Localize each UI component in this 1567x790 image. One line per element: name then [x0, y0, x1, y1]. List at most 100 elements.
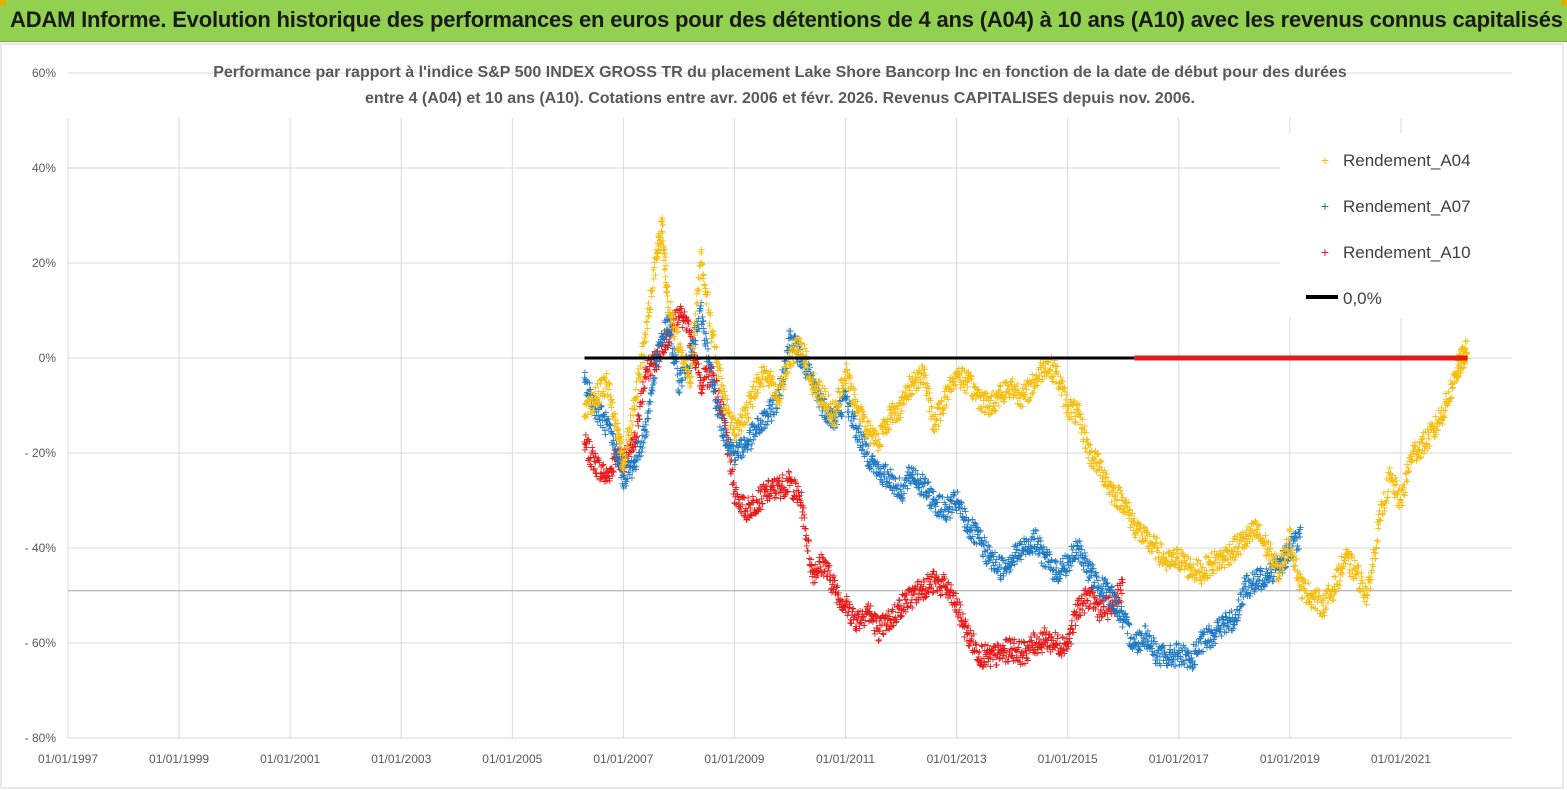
point-a07: + — [615, 448, 623, 459]
point-a07: + — [645, 399, 653, 410]
point-a04-value: + — [643, 330, 649, 341]
point-a10: + — [689, 335, 697, 346]
point-a10: + — [648, 371, 656, 382]
point-a10: + — [609, 466, 617, 477]
point-a07: + — [643, 427, 651, 438]
point-a10: + — [1003, 647, 1011, 658]
point-a10: + — [764, 475, 772, 486]
point-a10: + — [1037, 638, 1045, 649]
point-a10: + — [989, 654, 997, 665]
point-a10: + — [660, 326, 668, 337]
point-a10: + — [1095, 610, 1103, 621]
point-a10: + — [1045, 643, 1053, 654]
point-a10: + — [1102, 592, 1110, 603]
point-a04: + — [674, 327, 682, 338]
point-a10: + — [783, 476, 791, 487]
point-a07: + — [582, 376, 590, 387]
point-a10: + — [945, 588, 953, 599]
point-a10: + — [662, 345, 670, 356]
point-a10: + — [1102, 593, 1110, 604]
point-a10: + — [802, 531, 810, 542]
point-a10: + — [1084, 604, 1092, 615]
point-a10: + — [1070, 610, 1078, 621]
point-a10: + — [953, 594, 961, 605]
corner-handle-right — [1561, 0, 1567, 6]
point-a10: + — [607, 468, 615, 479]
point-a10: + — [777, 487, 785, 498]
point-a10: + — [983, 646, 991, 657]
point-a10: + — [880, 613, 888, 624]
point-a10: + — [777, 481, 785, 492]
point-a10: + — [639, 386, 647, 397]
point-a10: + — [738, 500, 746, 511]
point-a10: + — [827, 585, 835, 596]
point-a10: + — [807, 560, 815, 571]
point-a07: + — [615, 451, 623, 462]
point-a10: + — [1111, 608, 1119, 619]
point-a07: + — [597, 400, 605, 411]
point-a07-value: + — [1231, 615, 1237, 626]
point-a10: + — [967, 634, 975, 645]
point-a07: + — [606, 420, 614, 431]
point-a07-value: + — [1176, 649, 1182, 660]
point-a04: + — [651, 270, 659, 281]
point-a10: + — [1111, 606, 1119, 617]
point-a10: + — [1058, 651, 1066, 662]
point-a10: + — [1109, 605, 1117, 616]
point-a10: + — [820, 571, 828, 582]
point-a04-value: + — [1020, 392, 1026, 403]
point-a10: + — [583, 435, 591, 446]
y-tick-label: - 40% — [25, 541, 57, 555]
point-a07: + — [595, 403, 603, 414]
point-a07-value: + — [865, 449, 871, 460]
point-a07: + — [668, 350, 676, 361]
point-a10: + — [1010, 639, 1018, 650]
point-a10: + — [1076, 610, 1084, 621]
point-a10: + — [1046, 647, 1054, 658]
point-a10: + — [751, 507, 759, 518]
point-a10: + — [1024, 643, 1032, 654]
point-a10-value: + — [1087, 592, 1093, 603]
point-a10: + — [1064, 644, 1072, 655]
point-a10: + — [941, 583, 949, 594]
point-a07: + — [675, 388, 683, 399]
point-a07: + — [666, 324, 674, 335]
point-a10: + — [1090, 591, 1098, 602]
point-a10: + — [759, 481, 767, 492]
point-a10: + — [997, 646, 1005, 657]
point-a10-value: + — [1043, 634, 1049, 645]
point-a10: + — [1040, 623, 1048, 634]
point-a10: + — [951, 599, 959, 610]
point-a10: + — [795, 492, 803, 503]
point-a10-value: + — [831, 582, 837, 593]
chart-area[interactable]: 60% 40% 20% 0% - 20% - 40% - 60% - 80% 01/01/19… — [0, 43, 1567, 790]
point-a04: + — [663, 282, 671, 293]
point-a10: + — [861, 609, 869, 620]
point-a10: + — [1119, 578, 1127, 589]
point-a10: + — [700, 364, 708, 375]
point-a10: + — [608, 463, 616, 474]
point-a10: + — [970, 646, 978, 657]
point-a07: + — [636, 441, 644, 452]
point-a10: + — [917, 589, 925, 600]
point-a10: + — [1112, 597, 1120, 608]
point-a10: + — [855, 623, 863, 634]
point-a10: + — [938, 583, 946, 594]
point-a10: + — [603, 475, 611, 486]
point-a10: + — [596, 475, 604, 486]
point-a10: + — [597, 462, 605, 473]
point-a10: + — [968, 631, 976, 642]
point-a10: + — [772, 489, 780, 500]
point-a10: + — [971, 646, 979, 657]
point-a10: + — [1022, 653, 1030, 664]
point-a10: + — [713, 398, 721, 409]
point-a10: + — [747, 498, 755, 509]
point-a07-value: + — [743, 440, 749, 451]
header-banner: ADAM Informe. Evolution historique des p… — [0, 0, 1567, 42]
point-a10: + — [790, 487, 798, 498]
point-a10: + — [644, 366, 652, 377]
point-a07: + — [619, 459, 627, 470]
point-a07-value: + — [1254, 577, 1260, 588]
point-a04-value: + — [887, 411, 893, 422]
point-a10: + — [980, 660, 988, 671]
